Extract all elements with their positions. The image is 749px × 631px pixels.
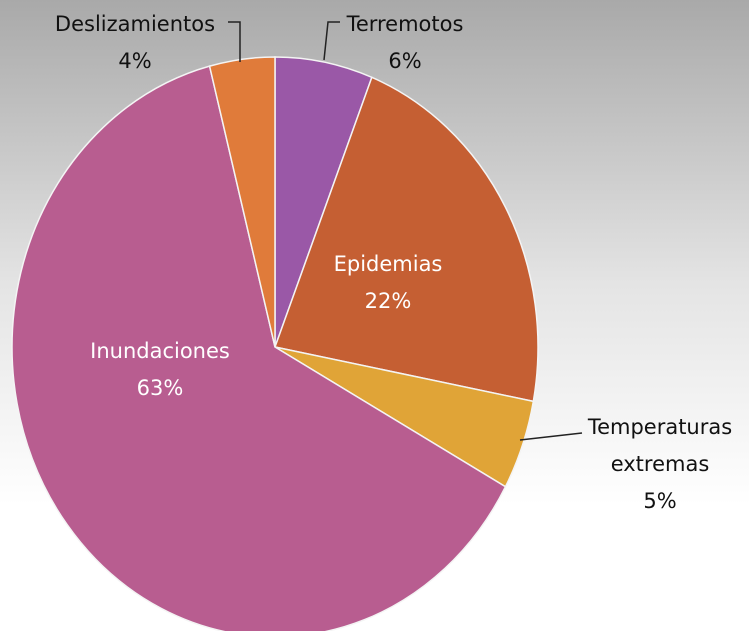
value-label: 6% xyxy=(388,49,422,73)
slice-label: Deslizamientos 4% xyxy=(35,6,235,80)
value-label: 63% xyxy=(136,376,184,400)
leader-line xyxy=(323,21,340,61)
leader-line xyxy=(228,21,241,62)
category-label: Temperaturas extremas xyxy=(587,415,733,476)
pie-slice xyxy=(274,76,539,403)
slice-label: Inundaciones 63% xyxy=(70,333,250,407)
leader-lines xyxy=(228,21,583,441)
slice-label: Temperaturas extremas 5% xyxy=(575,409,745,520)
value-label: 22% xyxy=(364,289,412,313)
category-label: Terremotos xyxy=(346,12,464,36)
leader-line xyxy=(519,432,583,441)
value-label: 4% xyxy=(118,49,152,73)
pie-slice xyxy=(208,56,276,348)
value-label: 5% xyxy=(643,489,677,513)
slice-label: Epidemias 22% xyxy=(308,246,468,320)
slice-label: Terremotos 6% xyxy=(325,6,485,80)
category-label: Deslizamientos xyxy=(54,12,216,36)
category-label: Inundaciones xyxy=(90,339,230,363)
pie-slice xyxy=(11,65,507,631)
category-label: Epidemias xyxy=(333,252,443,276)
